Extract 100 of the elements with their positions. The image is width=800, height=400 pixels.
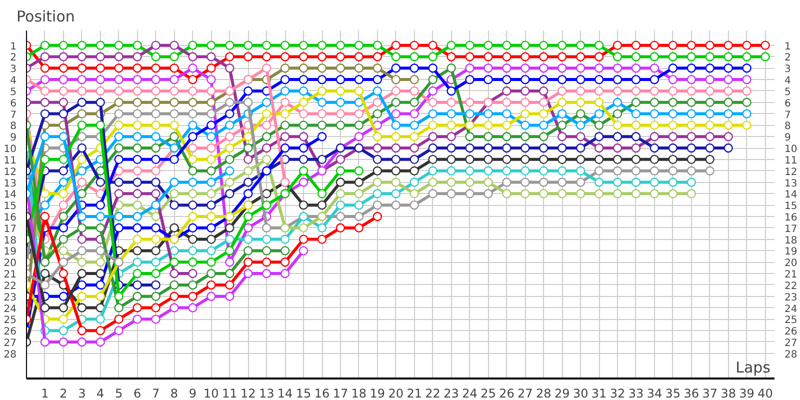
point (686, 64, 696, 73)
point (742, 64, 752, 73)
point (132, 166, 142, 176)
point (612, 109, 622, 118)
point (132, 303, 142, 312)
point (225, 280, 234, 290)
point (594, 120, 604, 130)
point (520, 40, 530, 50)
y2-tick-label: 1 (784, 41, 791, 52)
point (650, 120, 660, 130)
point (132, 52, 142, 62)
point (502, 86, 512, 96)
point (77, 74, 87, 84)
y-tick-label: 11 (4, 155, 17, 166)
point (520, 178, 530, 187)
point (132, 223, 142, 232)
point (96, 40, 105, 50)
y2-tick-label: 24 (784, 304, 798, 315)
point (576, 109, 586, 118)
point (502, 98, 512, 107)
point (114, 64, 124, 73)
point (280, 258, 290, 267)
point (558, 178, 567, 187)
point (668, 98, 678, 107)
x-tick-label: 33 (628, 386, 644, 400)
point (317, 109, 327, 118)
point (151, 132, 160, 142)
point (686, 109, 696, 118)
point (206, 132, 216, 142)
point (132, 189, 142, 198)
point (336, 154, 346, 164)
point (668, 86, 678, 96)
x-tick-label: 12 (240, 386, 256, 400)
point (724, 120, 733, 130)
point (668, 109, 678, 118)
point (650, 132, 660, 142)
y2-tick-label: 28 (784, 349, 798, 360)
point (760, 40, 770, 50)
y2-tick-label: 19 (784, 246, 798, 258)
point (58, 86, 68, 96)
point (465, 166, 474, 176)
point (576, 40, 586, 50)
point (705, 52, 714, 62)
point (40, 189, 50, 198)
point (188, 109, 198, 118)
point (336, 98, 346, 107)
point (520, 143, 530, 153)
point (206, 40, 216, 50)
point (539, 189, 548, 198)
point (594, 154, 604, 164)
point (520, 86, 530, 96)
point (225, 132, 234, 142)
point (705, 143, 714, 153)
point (372, 212, 382, 222)
point (558, 132, 567, 142)
point (520, 189, 530, 198)
point (612, 52, 622, 62)
point (188, 223, 198, 232)
point (612, 189, 622, 198)
point (410, 64, 419, 73)
point (225, 98, 234, 107)
point (520, 98, 530, 107)
point (465, 64, 474, 73)
y-tick-label: 21 (4, 270, 17, 281)
point (705, 166, 714, 176)
point (244, 98, 253, 107)
point (77, 292, 87, 301)
point (151, 246, 160, 256)
x-tick-label: 40 (758, 386, 773, 400)
point (612, 120, 622, 130)
point (724, 109, 733, 118)
point (372, 143, 382, 153)
x-axis-title: Laps (736, 358, 771, 376)
point (262, 258, 272, 267)
point (668, 178, 678, 187)
point (58, 337, 68, 347)
point (188, 98, 198, 107)
point (558, 109, 567, 118)
point (391, 189, 400, 198)
point (77, 337, 87, 347)
point (410, 40, 419, 50)
y-tick-label: 1 (10, 41, 17, 52)
point (428, 74, 438, 84)
point (520, 74, 530, 84)
y-tick-label: 17 (4, 224, 17, 235)
x-tick-label: 37 (702, 386, 718, 400)
point (188, 166, 198, 176)
point (77, 109, 87, 118)
point (760, 52, 770, 62)
point (170, 109, 179, 118)
point (650, 98, 660, 107)
y2-tick-label: 13 (784, 178, 798, 190)
y-tick-label: 9 (10, 132, 17, 144)
point (188, 258, 198, 267)
point (225, 64, 234, 73)
point (705, 132, 714, 142)
point (465, 109, 474, 118)
point (280, 64, 290, 73)
point (298, 223, 308, 232)
point (114, 154, 124, 164)
